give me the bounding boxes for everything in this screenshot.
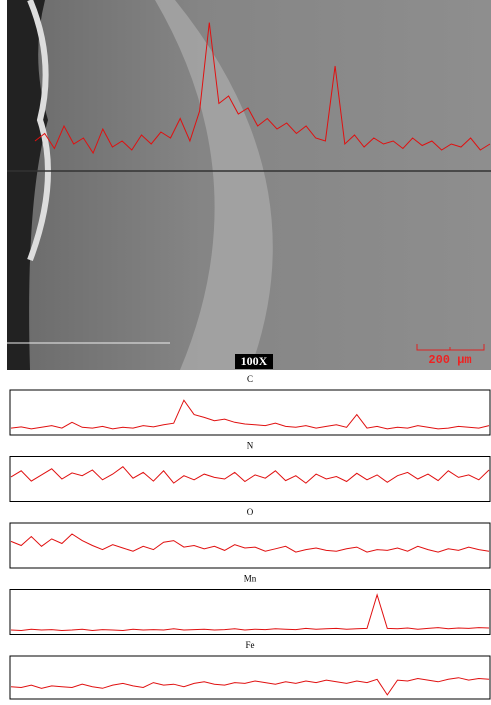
profile-frame <box>9 456 491 502</box>
profile-frame <box>9 655 491 700</box>
profile-frame <box>9 589 491 635</box>
element-label: N <box>247 441 254 451</box>
element-profile <box>10 593 490 632</box>
element-label: Mn <box>244 574 257 584</box>
element-profile <box>10 533 490 553</box>
element-label: Fe <box>246 640 255 650</box>
element-profile <box>10 466 490 484</box>
sem-image: 100X 200 µm <box>7 0 491 370</box>
element-label: O <box>247 507 254 517</box>
magnification: 100X <box>241 354 268 368</box>
element-label: C <box>247 374 253 384</box>
element-profile <box>10 399 490 430</box>
overlay-profile <box>34 22 491 155</box>
scale-bar-label: 200 µm <box>428 353 471 367</box>
profile-frame <box>9 522 491 569</box>
profile-frame <box>9 389 491 436</box>
element-profile <box>10 677 490 696</box>
